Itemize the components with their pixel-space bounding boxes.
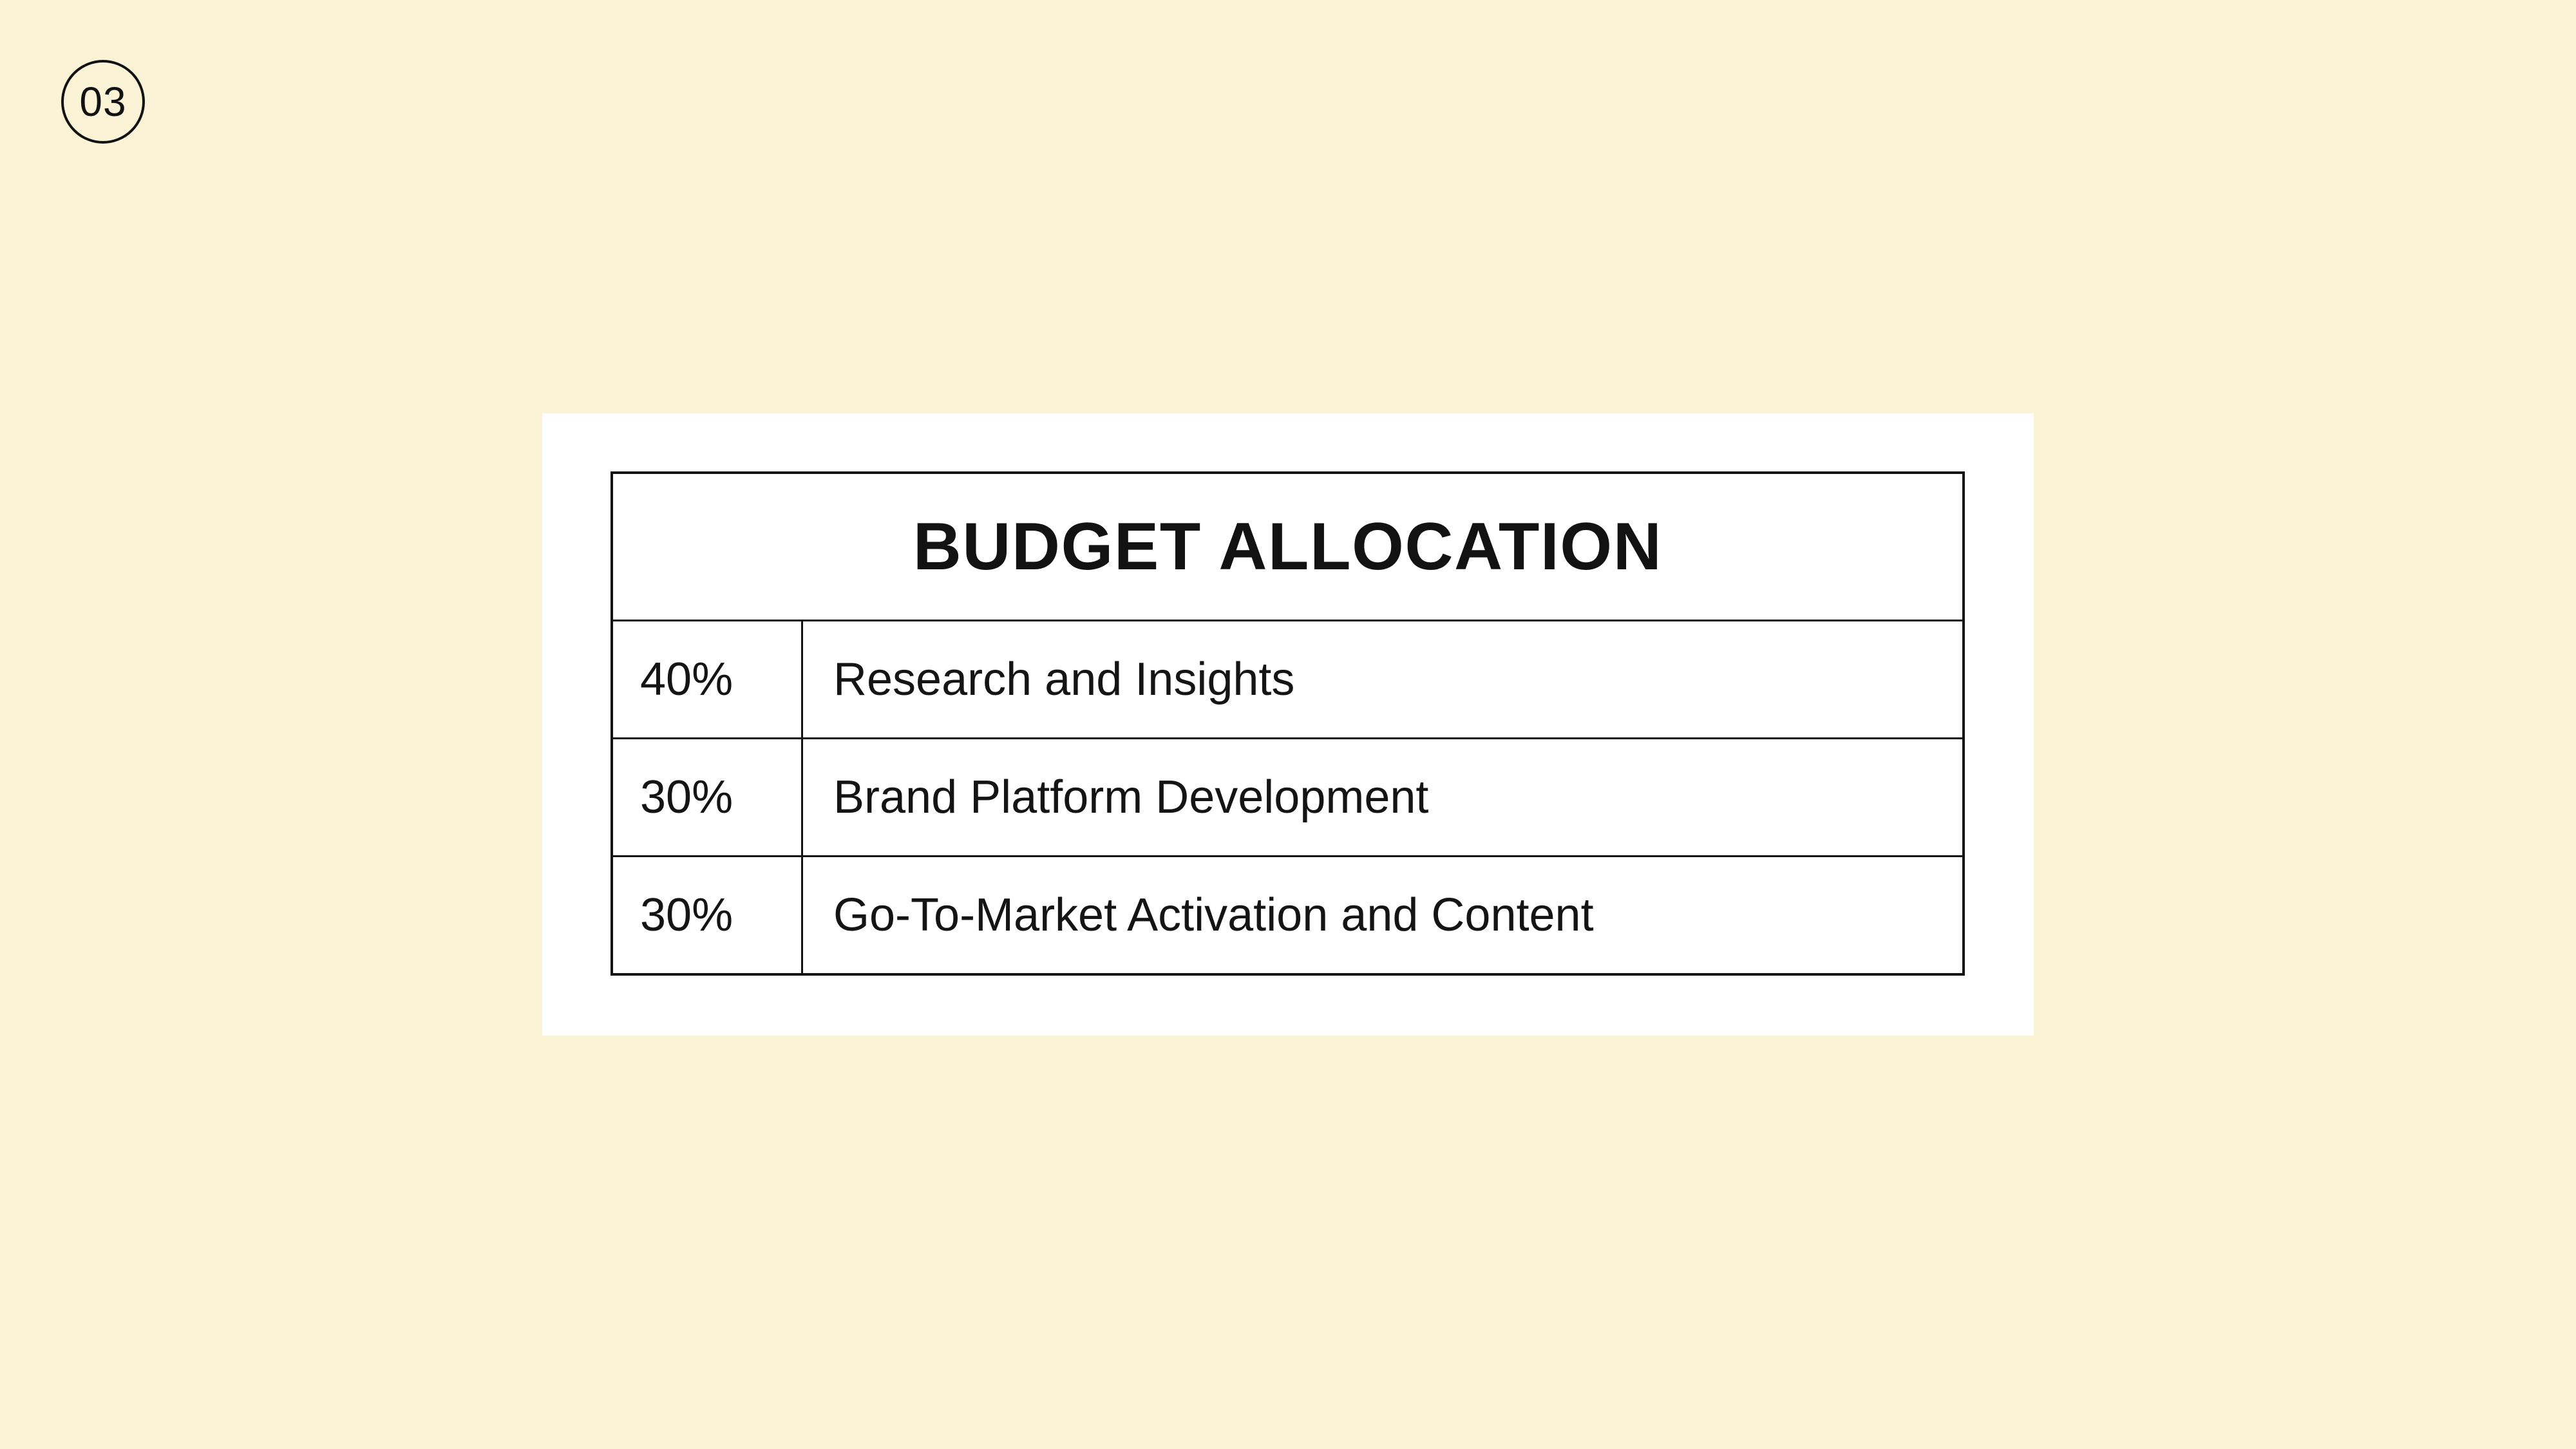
percent-cell: 30% bbox=[613, 739, 803, 855]
slide-number-text: 03 bbox=[79, 79, 127, 125]
table-row: 40% Research and Insights bbox=[613, 621, 1962, 739]
label-cell: Brand Platform Development bbox=[833, 772, 1429, 823]
budget-allocation-table: BUDGET ALLOCATION 40% Research and Insig… bbox=[611, 471, 1965, 976]
content-card: BUDGET ALLOCATION 40% Research and Insig… bbox=[542, 413, 2034, 1036]
table-row: 30% Brand Platform Development bbox=[613, 739, 1962, 857]
label-cell: Research and Insights bbox=[833, 654, 1295, 705]
table-title-row: BUDGET ALLOCATION bbox=[613, 474, 1962, 621]
table-title: BUDGET ALLOCATION bbox=[913, 509, 1663, 584]
percent-cell: 30% bbox=[613, 857, 803, 973]
table-body: 40% Research and Insights 30% Brand Plat… bbox=[613, 621, 1962, 973]
percent-cell: 40% bbox=[613, 621, 803, 737]
slide-number-badge: 03 bbox=[61, 60, 145, 144]
label-cell: Go-To-Market Activation and Content bbox=[833, 889, 1594, 941]
table-row: 30% Go-To-Market Activation and Content bbox=[613, 857, 1962, 973]
